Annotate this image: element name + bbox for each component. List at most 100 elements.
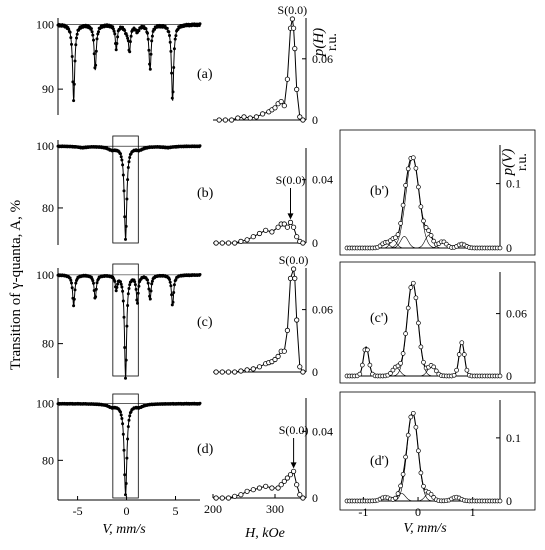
distribution-point-pH_a [290, 25, 297, 31]
distribution-point-pH_c [300, 369, 306, 375]
data-point-c [135, 298, 139, 302]
distribution-point-pV_c [418, 344, 424, 350]
y-tick-label-pV_c: 0.06 [506, 307, 527, 321]
data-point-a [147, 48, 151, 52]
distribution-point-pV_d [400, 471, 406, 477]
data-point-d [127, 418, 131, 422]
distribution-point-pH_d [294, 482, 300, 488]
y-tick-label-pH_d: 0.04 [312, 424, 333, 438]
data-point-c [114, 289, 118, 293]
distribution-point-pH_d [225, 495, 232, 501]
data-point-d [122, 448, 126, 452]
data-point-c [69, 278, 73, 282]
panel-label-pV_b: (b') [370, 184, 389, 199]
distribution-point-pV_c [388, 371, 393, 376]
data-point-a [128, 40, 132, 44]
panel-label-pV_c: (c') [370, 311, 388, 326]
data-point-c [148, 294, 152, 298]
distribution-point-pH_b [275, 224, 281, 230]
data-point-b [121, 163, 125, 167]
data-point-c [170, 293, 174, 297]
data-point-a [111, 25, 115, 29]
distribution-point-pH_c [290, 266, 297, 272]
data-point-d [121, 422, 125, 426]
data-point-d [128, 414, 132, 418]
field-distribution-pH_d: 0 0.04 200 300 S(0.0) [204, 398, 333, 516]
distribution-point-pV_d [395, 491, 401, 496]
data-point-c [133, 280, 137, 284]
data-point-c [115, 285, 119, 289]
distribution-line-pH_a [219, 18, 304, 121]
data-point-a [137, 29, 141, 33]
distribution-point-pV_d [398, 483, 403, 489]
data-point-c [136, 301, 139, 305]
distribution-point-pV_d [497, 498, 503, 504]
component-curve-pV_c [347, 342, 500, 377]
data-point-a [90, 30, 94, 34]
data-point-a [150, 39, 154, 43]
distribution-point-pH_c [272, 356, 278, 363]
distribution-point-pV_c [365, 347, 370, 353]
distribution-point-pV_c [410, 280, 416, 286]
data-point-a [126, 36, 130, 40]
data-point-a [168, 40, 172, 44]
distribution-point-pH_c [225, 369, 232, 375]
fit-curve-d [58, 403, 200, 495]
data-point-a [94, 63, 98, 67]
data-point-c [92, 281, 95, 285]
distribution-point-pH_a [216, 117, 222, 123]
data-point-a [75, 32, 79, 36]
shared-y-axis-label: Transition of γ-quanta, A, % [8, 200, 24, 370]
data-point-a [198, 22, 202, 26]
data-point-c [68, 276, 72, 280]
panel-label-pV_d: (d') [370, 454, 389, 469]
data-point-a [172, 47, 176, 51]
annotation-pH_b: S(0.0) [276, 173, 306, 187]
panel-label-b: (b) [197, 186, 214, 201]
y-tick-label-pH_a: 0 [312, 113, 318, 127]
distribution-point-pH_a [289, 16, 295, 22]
data-point-c [148, 297, 152, 301]
distribution-point-pH_d [238, 492, 244, 498]
data-point-a [167, 30, 171, 34]
x-tick-label-d: -5 [73, 504, 83, 518]
data-point-a [148, 67, 152, 71]
data-point-c [134, 287, 138, 291]
distribution-point-pV_b [418, 204, 424, 210]
spectrum-panel-d: 100 80 -5 0 5 (d) [36, 393, 214, 518]
distribution-line-pH_c [216, 268, 304, 373]
data-point-c [127, 287, 131, 290]
data-point-b [127, 160, 131, 164]
data-point-c [94, 287, 98, 291]
data-point-d [119, 410, 122, 414]
data-point-a [168, 34, 171, 37]
x-tick-label-pH_d: 200 [204, 502, 222, 516]
pV-unit-label: r.u. [515, 153, 530, 171]
zoom-box-b [112, 135, 139, 244]
distribution-point-pH_d [256, 485, 263, 491]
data-point-c [149, 289, 153, 293]
data-point-d [126, 425, 130, 429]
panel-frame-pV_c [339, 261, 536, 384]
annotation-pH_d: S(0.0) [279, 423, 309, 437]
x-tick-label-d: 0 [124, 504, 130, 518]
data-point-c [133, 283, 137, 287]
data-point-a [114, 48, 118, 52]
distribution-point-pV_b [395, 232, 401, 237]
arrow-head-pH_d [290, 462, 297, 469]
distribution-point-pV_c [405, 305, 411, 311]
data-point-c [171, 300, 175, 304]
data-point-b [122, 189, 126, 193]
distribution-point-pH_c [213, 369, 219, 375]
data-point-c [146, 278, 149, 282]
data-point-a [116, 35, 120, 39]
distribution-point-pH_b [284, 224, 290, 230]
data-point-c [168, 278, 171, 281]
distribution-point-pV_d [413, 424, 419, 430]
distribution-point-pH_b [219, 240, 225, 246]
data-point-c [146, 281, 150, 285]
distribution-point-pV_b [410, 155, 416, 161]
data-point-a [69, 36, 73, 40]
distribution-point-pV_c [433, 368, 439, 374]
data-point-a [112, 29, 116, 33]
